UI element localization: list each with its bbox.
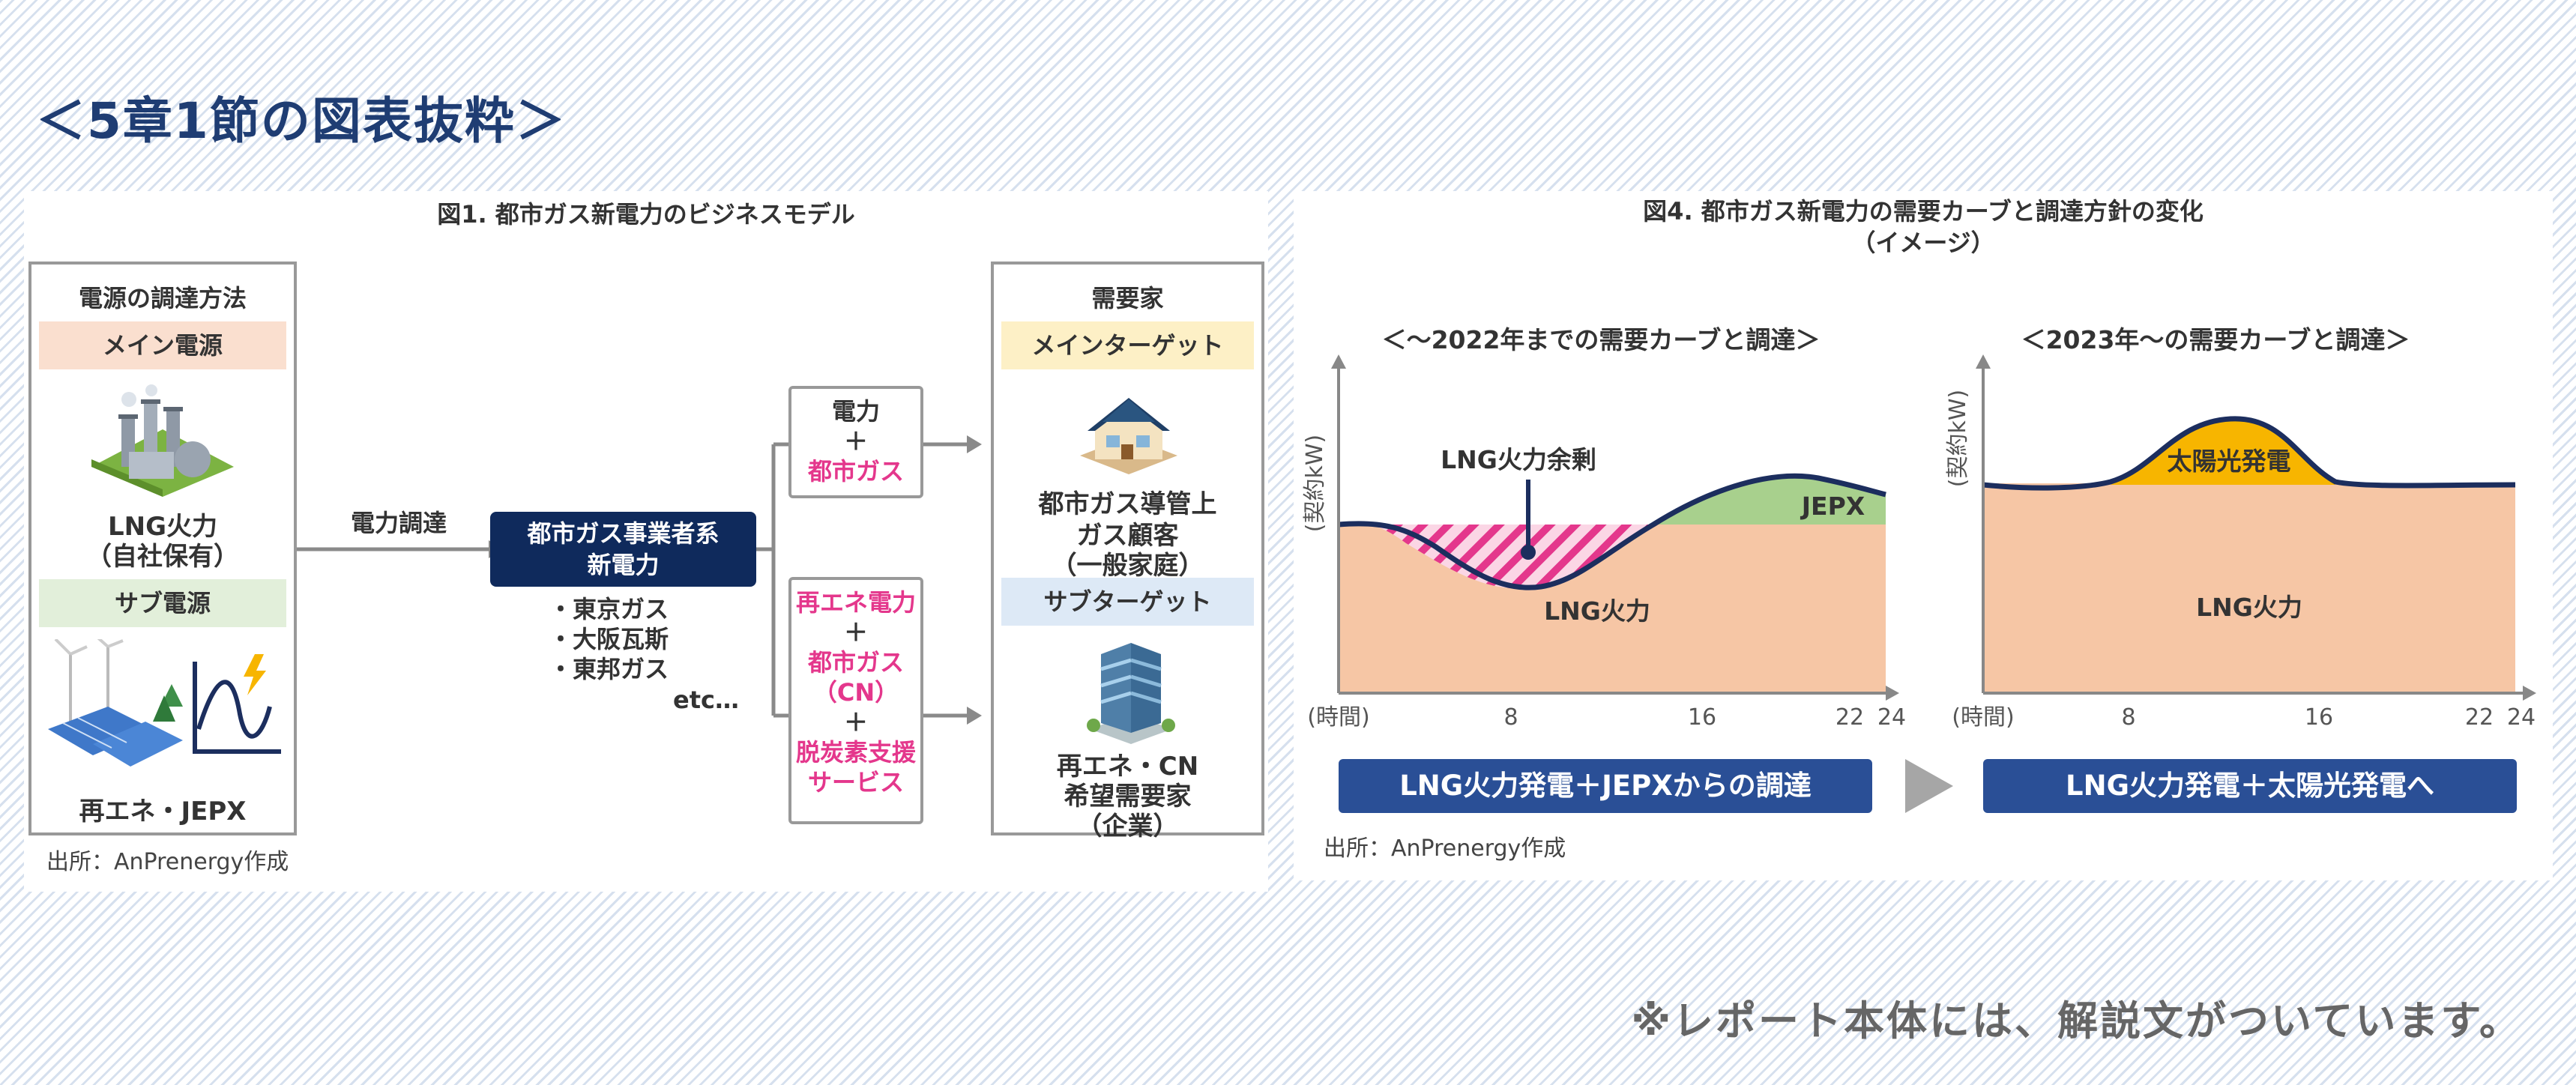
solar-wind-icon	[48, 639, 183, 767]
gas-utility-line2: 新電力	[587, 551, 660, 579]
sub-source-name: 再エネ・JEPX	[79, 797, 247, 826]
gas-utility-box: 都市ガス事業者系 新電力	[490, 512, 756, 587]
right-chart-title: ＜2023年～の需要カーブと調達＞	[2021, 325, 2410, 354]
left-tick-label: 16	[1688, 704, 1716, 731]
offer2-line5: サービス	[807, 768, 904, 797]
lng-area-right	[1983, 483, 2515, 693]
left-demand-chart: LNG火力余剰 LNG火力 JEPX (契約kW) (時間) 8 16 22 2…	[1302, 354, 1906, 731]
figure1-source: 出所：AnPrenergy作成	[46, 849, 289, 875]
demand-box: 需要家 メインターゲット 都市ガス導管上 ガス顧客 （一般家庭） サブターゲット	[991, 262, 1264, 841]
main-target-band: メインターゲット	[1001, 321, 1254, 369]
figure4-title: 図4. 都市ガス新電力の需要カーブと調達方針の変化 （イメージ）	[1294, 196, 2553, 259]
left-tick-label: (時間)	[1307, 704, 1369, 731]
member-list: ・東京ガス ・大阪瓦斯 ・東邦ガス	[549, 594, 669, 684]
offer2-line2: 都市ガス	[807, 648, 904, 677]
main-target-line3: （一般家庭）	[1051, 551, 1204, 581]
right-tick-label: (時間)	[1952, 704, 2014, 731]
demand-curve-right	[1982, 416, 2516, 491]
right-lng-label: LNG火力	[2196, 593, 2302, 622]
transition-arrow-icon	[1905, 759, 1953, 813]
left-lng-surplus-label: LNG火力余剰	[1441, 445, 1596, 474]
left-lng-label: LNG火力	[1544, 596, 1650, 626]
supply-heading: 電源の調達方法	[78, 284, 247, 312]
left-tick-label: 8	[1503, 704, 1518, 731]
member-item: ・大阪瓦斯	[549, 625, 669, 653]
left-procurement-banner: LNG火力発電＋JEPXからの調達	[1339, 759, 1872, 813]
offer-renewable-box: 再エネ電力 ＋ 都市ガス （CN） ＋ 脱炭素支援 サービス	[788, 577, 923, 824]
demand-curve-left	[1338, 473, 1886, 590]
sub-source-band: サブ電源	[39, 579, 286, 627]
offer2-line3: （CN）	[812, 678, 899, 707]
main-target-line2: ガス顧客	[1076, 521, 1179, 551]
sub-target-line1: 再エネ・CN	[1056, 752, 1199, 782]
offer1-plus: ＋	[843, 427, 868, 456]
gas-utility-line1: 都市ガス事業者系	[527, 519, 720, 548]
market-chart-icon	[193, 654, 281, 754]
supply-box: 電源の調達方法 メイン電源 LNG火力 （自社保有） サブ電源	[28, 262, 297, 835]
offer2-plus2: ＋	[843, 708, 868, 737]
main-source-sub: （自社保有）	[86, 542, 239, 572]
sub-target-line2: 希望需要家	[1064, 782, 1192, 812]
figure4-source: 出所：AnPrenergy作成	[1324, 835, 1566, 862]
offer2-line1: 再エネ電力	[795, 588, 916, 617]
left-tick-label: 22	[1836, 704, 1864, 731]
figure4-title-line2: （イメージ）	[1851, 229, 1995, 257]
demand-heading: 需要家	[1091, 284, 1164, 312]
sub-target-line3: （企業）	[1076, 812, 1179, 841]
figure4-title-line1: 図4. 都市ガス新電力の需要カーブと調達方針の変化	[1643, 197, 2204, 226]
figure4-panel: 図4. 都市ガス新電力の需要カーブと調達方針の変化 （イメージ） ＜～2022年…	[1294, 191, 2553, 880]
figure1-panel: 図1. 都市ガス新電力のビジネスモデル 電源の調達方法 メイン電源 LNG火力 …	[24, 191, 1268, 892]
procurement-arrow-label: 電力調達	[350, 509, 447, 537]
right-procurement-banner: LNG火力発電＋太陽光発電へ	[1983, 759, 2517, 813]
page-title: ＜5章1節の図表抜粋＞	[36, 92, 567, 150]
offer2-line4: 脱炭素支援	[795, 738, 916, 767]
offer1-line2: 都市ガス	[807, 457, 904, 486]
left-tick-label: 24	[1877, 704, 1906, 731]
right-tick-label: 8	[2121, 704, 2135, 731]
footer-note: ※レポート本体には、解説文がついています。	[1631, 997, 2522, 1045]
power-plant-icon	[91, 384, 234, 497]
jepx-area	[1653, 477, 1886, 525]
left-y-label: (契約kW)	[1302, 435, 1328, 532]
house-icon	[1080, 398, 1177, 474]
main-source-band: メイン電源	[39, 321, 286, 369]
right-tick-label: 22	[2465, 704, 2494, 731]
main-target-line1: 都市ガス導管上	[1038, 489, 1217, 519]
left-jepx-label: JEPX	[1800, 492, 1865, 521]
member-item: ・東京ガス	[549, 595, 669, 623]
member-item: ・東邦ガス	[549, 655, 669, 683]
left-chart-title: ＜～2022年までの需要カーブと調達＞	[1381, 325, 1821, 354]
office-building-icon	[1087, 643, 1175, 744]
right-y-label: (契約kW)	[1945, 390, 1971, 487]
member-etc: etc…	[673, 686, 739, 714]
right-tick-label: 16	[2305, 704, 2333, 731]
right-demand-chart: 太陽光発電 LNG火力 (契約kW) (時間) 8 16 22 24	[1945, 354, 2536, 731]
figure1-title: 図1. 都市ガス新電力のビジネスモデル	[437, 200, 855, 229]
main-source-name: LNG火力	[107, 512, 218, 542]
offer-power-gas-box: 電力 ＋ 都市ガス	[788, 386, 923, 498]
offer1-line1: 電力	[831, 397, 880, 426]
right-solar-label: 太陽光発電	[2168, 447, 2291, 476]
lng-surplus-area	[1369, 525, 1653, 589]
offer2-plus1: ＋	[843, 618, 868, 647]
right-tick-label: 24	[2507, 704, 2536, 731]
sub-target-band: サブターゲット	[1001, 578, 1254, 626]
